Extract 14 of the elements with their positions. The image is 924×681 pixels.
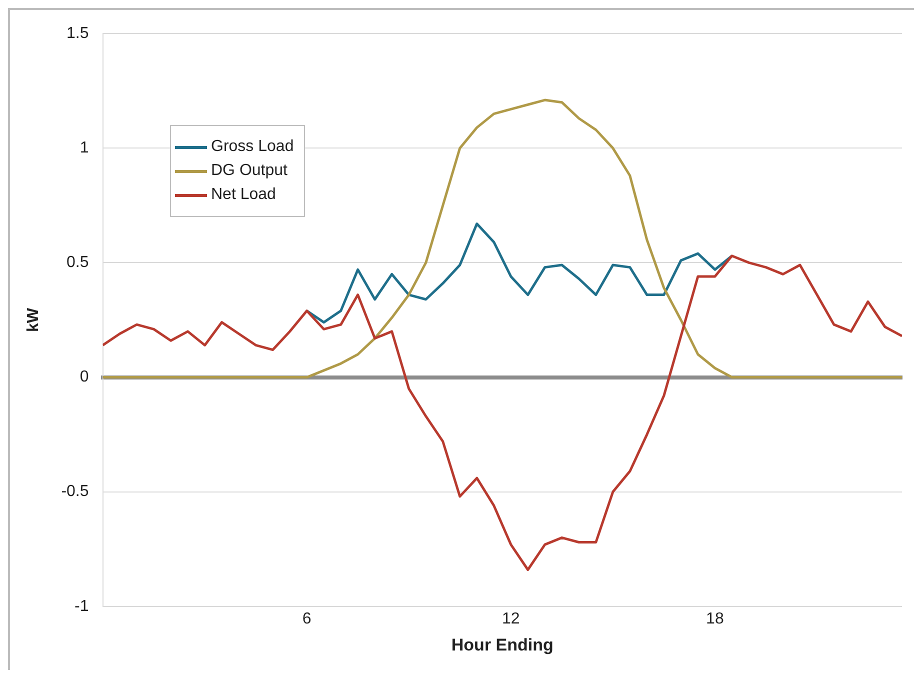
y-tick-label: -0.5: [61, 483, 89, 500]
x-axis-title: Hour Ending: [451, 635, 554, 654]
y-tick-label: 0.5: [66, 254, 89, 272]
y-tick-label: 1.5: [66, 25, 89, 42]
y-axis-title: kW: [25, 307, 42, 332]
y-tick-label: 1: [80, 140, 89, 157]
legend-label: DG Output: [211, 162, 288, 180]
legend-label: Gross Load: [211, 138, 294, 156]
y-tick-label: 0: [80, 368, 89, 386]
x-tick-label: 12: [502, 610, 520, 628]
x-tick-label: 18: [706, 610, 724, 628]
legend-label: Net Load: [211, 186, 276, 204]
y-tick-label: -1: [74, 598, 89, 615]
x-tick-label: 6: [302, 610, 312, 628]
